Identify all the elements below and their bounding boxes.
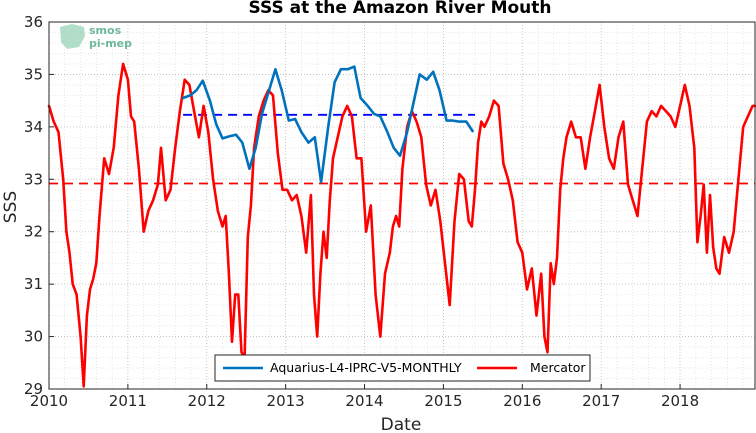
x-tick-label: 2013: [267, 392, 305, 410]
x-tick-label: 2011: [109, 392, 147, 410]
series-lines: [47, 62, 756, 388]
x-tick-label: 2017: [582, 392, 620, 410]
plot-frame: [48, 21, 756, 390]
x-tick-label: 2016: [503, 392, 541, 410]
legend-box: [214, 354, 591, 382]
tick-marks: [48, 21, 681, 390]
legend-label-aquarius: Aquarius-L4-IPRC-V5-MONTHLY: [270, 360, 462, 375]
y-tick-label: 35: [24, 65, 43, 83]
smos-pi-mep-logo: smos pi-mep: [60, 24, 132, 50]
y-tick-label: 31: [24, 275, 43, 293]
series-line-aquarius: [181, 65, 474, 184]
legend: Aquarius-L4-IPRC-V5-MONTHLY Mercator: [214, 354, 591, 382]
legend-label-mercator: Mercator: [530, 360, 586, 375]
y-tick-label: 34: [24, 118, 43, 136]
chart-title: SSS at the Amazon River Mouth: [248, 0, 551, 18]
x-tick-labels: 2010 2011 2012 2013 2014 2015 2016 2017 2018: [30, 392, 699, 410]
x-tick-label: 2015: [424, 392, 462, 410]
y-tick-label: 32: [24, 223, 43, 241]
x-tick-label: 2010: [30, 392, 68, 410]
y-tick-labels: 29 30 31 32 33 34 35 36: [24, 13, 43, 398]
x-tick-label: 2014: [345, 392, 383, 410]
y-tick-label: 33: [24, 170, 43, 188]
x-tick-label: 2012: [188, 392, 226, 410]
series-line-mercator: [47, 62, 756, 388]
y-tick-label: 36: [24, 13, 43, 31]
y-axis-label: SSS: [1, 191, 21, 223]
minor-grid: [48, 21, 755, 390]
logo-line-1: smos: [89, 24, 122, 37]
logo-line-2: pi-mep: [89, 37, 132, 50]
logo-map-shape: [60, 24, 85, 49]
y-tick-label: 30: [24, 328, 43, 346]
y-tick-label: 29: [24, 380, 43, 398]
major-grid: [48, 21, 755, 390]
x-tick-label: 2018: [661, 392, 699, 410]
x-axis-label: Date: [381, 415, 422, 433]
